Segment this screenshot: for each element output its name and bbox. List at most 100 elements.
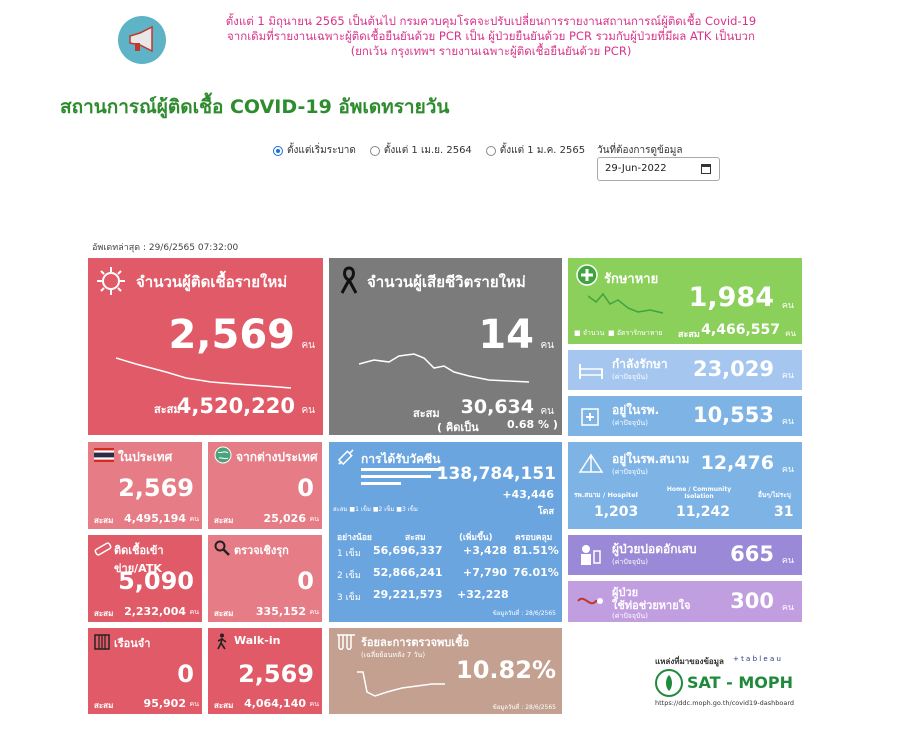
field-col-value-1: 1,203 — [594, 504, 639, 520]
unit: คน — [781, 465, 794, 475]
prison-value: 0 — [177, 660, 194, 688]
megaphone-icon — [118, 16, 166, 64]
vac-row-1-cov: 81.51% — [513, 544, 559, 557]
cum-label: สะสม — [154, 403, 181, 416]
unit: คน — [189, 515, 199, 523]
pneumonia-sub: (ค่าปัจจุบัน) — [612, 558, 648, 566]
vac-header-2: สะสม — [405, 533, 426, 543]
vac-row-2-cov: 76.01% — [513, 566, 559, 579]
new-cases-card: จำนวนผู้ติดเชื้อรายใหม่ 2,569 คน สะสม 4,… — [88, 258, 323, 435]
progress-bar-2 — [361, 475, 431, 478]
lab-icon — [337, 634, 355, 650]
date-input[interactable]: 29-Jun-2022 — [597, 157, 720, 181]
atk-label: ติดเชื้อเข้าข่าย/ATK — [114, 544, 164, 575]
ventilator-label-1: ผู้ป่วย — [612, 586, 639, 599]
positivity-trend — [357, 671, 445, 697]
new-deaths-trend — [359, 353, 530, 383]
vac-header-3: (เพิ่มขึ้น) — [459, 533, 493, 543]
radio-since-apr-2564[interactable]: ตั้งแต่ 1 เม.ย. 2564 — [369, 143, 472, 158]
hospital-icon — [581, 408, 599, 426]
hospital-label: อยู่ในรพ. — [612, 403, 660, 417]
vaccine-increase: +43,446 — [502, 488, 554, 501]
death-ratio: 0.68 % ) — [507, 418, 558, 431]
hospital-sub: (ค่าปัจจุบัน) — [612, 419, 648, 427]
pneumonia-card: ผู้ป่วยปอดอักเสบ (ค่าปัจจุบัน) 665 คน — [568, 535, 802, 575]
vaccine-unit: โดส — [537, 507, 554, 517]
radio-dot[interactable] — [485, 145, 496, 156]
vaccine-card: การได้รับวัคซีน 138,784,151 +43,446 โดส … — [329, 442, 562, 622]
deaths-cumulative: 30,634 — [460, 396, 534, 418]
vac-row-2-total: 52,866,241 — [373, 566, 443, 579]
field-col-head-3: อื่นๆ/ไม่ระบุ — [758, 491, 791, 499]
imported-value: 0 — [297, 474, 314, 502]
cum-label: สะสม — [214, 701, 234, 710]
vaccine-label: การได้รับวัคซีน — [361, 452, 441, 466]
new-cases-value: 2,569 — [168, 312, 295, 358]
radio-label: ตั้งแต่ 1 เม.ย. 2564 — [383, 145, 472, 156]
treating-value: 23,029 — [692, 357, 774, 381]
virus-icon — [97, 267, 125, 295]
field-hospital-card: อยู่ในรพ.สนาม (ค่าปัจจุบัน) 12,476 คน รพ… — [568, 442, 802, 529]
active-search-card: ตรวจเชิงรุก 0 สะสม 335,152 คน — [208, 535, 322, 622]
banner-line-2: จากเดิมที่รายงานเฉพาะผู้ติดเชื้อยืนยันด้… — [227, 29, 755, 43]
new-cases-cumulative: 4,520,220 — [176, 394, 295, 418]
unit: คน — [301, 340, 315, 351]
unit: คน — [309, 700, 319, 708]
ventilator-card: ผู้ป่วย ใช้ท่อช่วยหายใจ (ค่าปัจจุบัน) 30… — [568, 581, 802, 622]
bed-icon — [579, 364, 603, 379]
radio-dot[interactable] — [273, 145, 283, 156]
calendar-icon[interactable] — [701, 164, 711, 174]
atk-card: ติดเชื้อเข้าข่าย/ATK 5,090 สะสม 2,232,00… — [88, 535, 202, 622]
vac-row-1-total: 56,696,337 — [373, 544, 443, 557]
new-deaths-label: จำนวนผู้เสียชีวิตรายใหม่ — [367, 273, 526, 291]
imported-cumulative: 25,026 — [263, 512, 306, 525]
ventilator-label-2: ใช้ท่อช่วยหายใจ — [612, 599, 691, 612]
vac-header-1: อย่างน้อย — [337, 533, 372, 543]
unit: คน — [781, 301, 794, 311]
domestic-cumulative: 4,495,194 — [124, 512, 186, 525]
death-ratio-label: ( คิดเป็น — [437, 421, 479, 434]
announcement-banner: ตั้งแต่ 1 มิถุนายน 2565 เป็นต้นไป กรมควบ… — [118, 10, 808, 72]
moph-seal-icon — [655, 669, 683, 697]
vaccine-note: ข้อมูลวันที่ : 28/6/2565 — [492, 610, 556, 617]
data-source: แหล่งที่มาของข้อมูล + t a b l e a u SAT … — [655, 655, 805, 715]
positivity-note: ข้อมูลวันที่ : 28/6/2565 — [492, 704, 556, 711]
radio-label: ตั้งแต่เริ่มระบาด — [287, 145, 356, 156]
radio-since-start[interactable]: ตั้งแต่เริ่มระบาด — [273, 143, 356, 158]
source-url[interactable]: https://ddc.moph.go.th/covid19-dashboard — [655, 699, 795, 707]
progress-bar-3 — [361, 482, 401, 485]
plus-icon — [576, 264, 598, 286]
vaccine-total: 138,784,151 — [436, 464, 556, 484]
hospital-card: อยู่ในรพ. (ค่าปัจจุบัน) 10,553 คน — [568, 396, 802, 436]
field-col-value-3: 31 — [774, 504, 794, 520]
cum-label: สะสม — [678, 330, 700, 340]
prison-icon — [94, 634, 110, 650]
last-updated: อัพเดทล่าสุด : 29/6/2565 07:32:00 — [92, 243, 239, 253]
page-title: สถานการณ์ผู้ติดเชื้อ COVID-19 อัพเดทรายว… — [60, 96, 450, 118]
treating-card: กำลังรักษา (ค่าปัจจุบัน) 23,029 คน — [568, 350, 802, 390]
field-hospital-value: 12,476 — [700, 452, 774, 474]
unit: คน — [781, 417, 794, 427]
recovered-cumulative: 4,466,557 — [701, 322, 780, 338]
imported-card: จากต่างประเทศ 0 สะสม 25,026 คน — [208, 442, 322, 529]
recovered-trend — [588, 292, 664, 314]
legend-label: 2 เข็ม — [378, 506, 395, 513]
legend-label: จำนวน — [582, 329, 605, 337]
vaccine-legend: สะสม ■1 เข็ม ■2 เข็ม ■3 เข็ม — [333, 506, 418, 513]
sat-moph-brand: SAT - MOPH — [687, 673, 793, 692]
prison-card: เรือนจำ 0 สะสม 95,902 คน — [88, 628, 202, 714]
cum-label: สะสม — [333, 506, 348, 513]
radio-dot[interactable] — [369, 145, 380, 156]
active-search-cumulative: 335,152 — [255, 605, 306, 618]
globe-icon — [214, 446, 232, 464]
legend-label: 3 เข็ม — [401, 506, 418, 513]
positivity-value: 10.82% — [456, 656, 556, 684]
radio-since-jan-2565[interactable]: ตั้งแต่ 1 ม.ค. 2565 — [485, 143, 585, 158]
unit: คน — [781, 556, 794, 566]
atk-value: 5,090 — [118, 567, 194, 595]
walking-person-icon — [217, 633, 227, 650]
banner-text: ตั้งแต่ 1 มิถุนายน 2565 เป็นต้นไป กรมควบ… — [174, 14, 808, 59]
new-cases-trend — [116, 357, 292, 389]
prison-label: เรือนจำ — [114, 637, 151, 650]
vac-row-3-total: 29,221,573 — [373, 588, 443, 601]
